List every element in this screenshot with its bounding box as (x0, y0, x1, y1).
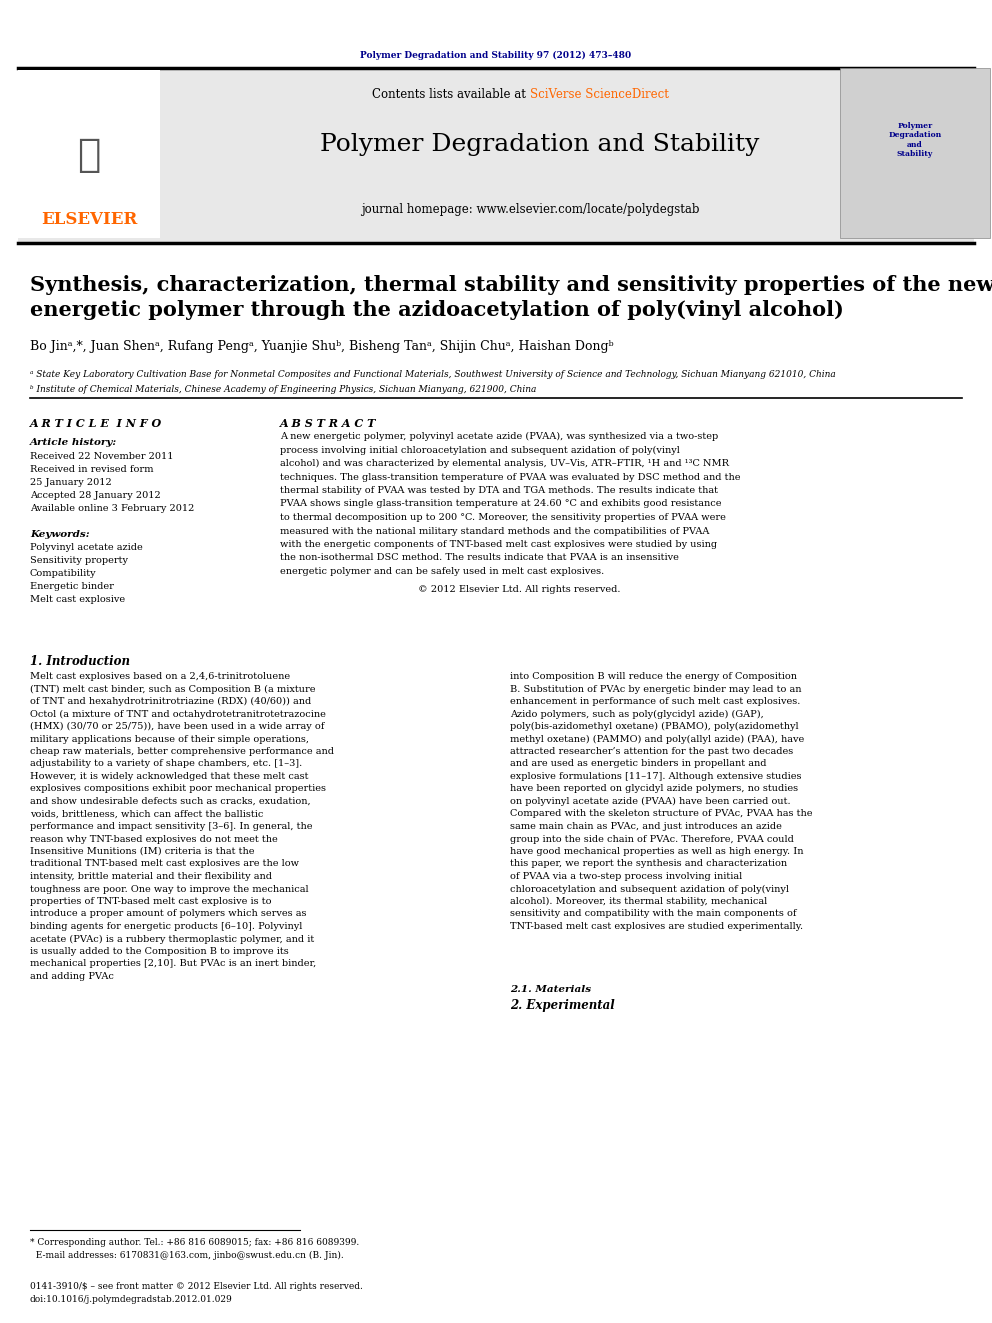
Text: is usually added to the Composition B to improve its: is usually added to the Composition B to… (30, 947, 289, 957)
FancyBboxPatch shape (18, 67, 974, 243)
Text: ELSEVIER: ELSEVIER (41, 212, 137, 229)
Text: traditional TNT-based melt cast explosives are the low: traditional TNT-based melt cast explosiv… (30, 860, 299, 868)
Text: Article history:: Article history: (30, 438, 117, 447)
Text: military applications because of their simple operations,: military applications because of their s… (30, 734, 309, 744)
Text: binding agents for energetic products [6–10]. Polyvinyl: binding agents for energetic products [6… (30, 922, 303, 931)
Text: 1. Introduction: 1. Introduction (30, 655, 130, 668)
Text: Keywords:: Keywords: (30, 531, 89, 538)
Text: and adding PVAc: and adding PVAc (30, 972, 114, 980)
Text: Polyvinyl acetate azide: Polyvinyl acetate azide (30, 542, 143, 552)
Text: A new energetic polymer, polyvinyl acetate azide (PVAA), was synthesized via a t: A new energetic polymer, polyvinyl aceta… (280, 433, 718, 441)
Text: toughness are poor. One way to improve the mechanical: toughness are poor. One way to improve t… (30, 885, 309, 893)
Text: acetate (PVAc) is a rubbery thermoplastic polymer, and it: acetate (PVAc) is a rubbery thermoplasti… (30, 934, 314, 943)
Text: 2.1. Materials: 2.1. Materials (510, 984, 591, 994)
Text: of TNT and hexahydrotrinitrotriazine (RDX) (40/60)) and: of TNT and hexahydrotrinitrotriazine (RD… (30, 697, 311, 706)
Text: 0141-3910/$ – see front matter © 2012 Elsevier Ltd. All rights reserved.: 0141-3910/$ – see front matter © 2012 El… (30, 1282, 363, 1291)
Text: attracted researcher’s attention for the past two decades: attracted researcher’s attention for the… (510, 747, 794, 755)
Text: journal homepage: www.elsevier.com/locate/polydegstab: journal homepage: www.elsevier.com/locat… (361, 204, 699, 217)
Text: Available online 3 February 2012: Available online 3 February 2012 (30, 504, 194, 513)
Text: Melt cast explosive: Melt cast explosive (30, 595, 125, 605)
Text: Compatibility: Compatibility (30, 569, 96, 578)
FancyBboxPatch shape (840, 67, 990, 238)
Text: Sensitivity property: Sensitivity property (30, 556, 128, 565)
Text: properties of TNT-based melt cast explosive is to: properties of TNT-based melt cast explos… (30, 897, 272, 906)
Text: with the energetic components of TNT-based melt cast explosives were studied by : with the energetic components of TNT-bas… (280, 540, 717, 549)
Text: Polymer Degradation and Stability: Polymer Degradation and Stability (320, 134, 760, 156)
Text: introduce a proper amount of polymers which serves as: introduce a proper amount of polymers wh… (30, 909, 307, 918)
Text: E-mail addresses: 6170831@163.com, jinbo@swust.edu.cn (B. Jin).: E-mail addresses: 6170831@163.com, jinbo… (30, 1252, 344, 1259)
Text: © 2012 Elsevier Ltd. All rights reserved.: © 2012 Elsevier Ltd. All rights reserved… (419, 586, 621, 594)
Text: cheap raw materials, better comprehensive performance and: cheap raw materials, better comprehensiv… (30, 747, 334, 755)
Text: (TNT) melt cast binder, such as Composition B (a mixture: (TNT) melt cast binder, such as Composit… (30, 684, 315, 693)
Text: intensity, brittle material and their flexibility and: intensity, brittle material and their fl… (30, 872, 272, 881)
Text: ᵇ Institute of Chemical Materials, Chinese Academy of Engineering Physics, Sichu: ᵇ Institute of Chemical Materials, Chine… (30, 385, 537, 394)
Text: Received in revised form: Received in revised form (30, 464, 154, 474)
Text: Polymer Degradation and Stability 97 (2012) 473–480: Polymer Degradation and Stability 97 (20… (360, 50, 632, 60)
Text: and are used as energetic binders in propellant and: and are used as energetic binders in pro… (510, 759, 767, 769)
Text: TNT-based melt cast explosives are studied experimentally.: TNT-based melt cast explosives are studi… (510, 922, 804, 931)
Text: doi:10.1016/j.polymdegradstab.2012.01.029: doi:10.1016/j.polymdegradstab.2012.01.02… (30, 1295, 233, 1304)
Text: techniques. The glass-transition temperature of PVAA was evaluated by DSC method: techniques. The glass-transition tempera… (280, 472, 740, 482)
Text: Compared with the skeleton structure of PVAc, PVAA has the: Compared with the skeleton structure of … (510, 810, 812, 819)
FancyBboxPatch shape (18, 70, 160, 238)
Text: Received 22 November 2011: Received 22 November 2011 (30, 452, 174, 460)
Text: process involving initial chloroacetylation and subsequent azidation of poly(vin: process involving initial chloroacetylat… (280, 446, 680, 455)
Text: explosives compositions exhibit poor mechanical properties: explosives compositions exhibit poor mec… (30, 785, 326, 794)
Text: the non-isothermal DSC method. The results indicate that PVAA is an insensitive: the non-isothermal DSC method. The resul… (280, 553, 679, 562)
Text: have good mechanical properties as well as high energy. In: have good mechanical properties as well … (510, 847, 804, 856)
Text: on polyvinyl acetate azide (PVAA) have been carried out.: on polyvinyl acetate azide (PVAA) have b… (510, 796, 791, 806)
Text: same main chain as PVAc, and just introduces an azide: same main chain as PVAc, and just introd… (510, 822, 782, 831)
Text: B. Substitution of PVAc by energetic binder may lead to an: B. Substitution of PVAc by energetic bin… (510, 684, 802, 693)
Text: chloroacetylation and subsequent azidation of poly(vinyl: chloroacetylation and subsequent azidati… (510, 885, 789, 893)
Text: into Composition B will reduce the energy of Composition: into Composition B will reduce the energ… (510, 672, 797, 681)
Text: 🌳: 🌳 (77, 136, 100, 175)
Text: Polymer
Degradation
and
Stability: Polymer Degradation and Stability (889, 122, 941, 157)
Text: group into the side chain of PVAc. Therefore, PVAA could: group into the side chain of PVAc. There… (510, 835, 794, 844)
Text: alcohol). Moreover, its thermal stability, mechanical: alcohol). Moreover, its thermal stabilit… (510, 897, 767, 906)
Text: explosive formulations [11–17]. Although extensive studies: explosive formulations [11–17]. Although… (510, 773, 802, 781)
Text: * Corresponding author. Tel.: +86 816 6089015; fax: +86 816 6089399.: * Corresponding author. Tel.: +86 816 60… (30, 1238, 359, 1248)
Text: Accepted 28 January 2012: Accepted 28 January 2012 (30, 491, 161, 500)
Text: energetic polymer and can be safely used in melt cast explosives.: energetic polymer and can be safely used… (280, 568, 604, 576)
Text: methyl oxetane) (PAMMO) and poly(allyl azide) (PAA), have: methyl oxetane) (PAMMO) and poly(allyl a… (510, 734, 805, 744)
Text: 2. Experimental: 2. Experimental (510, 999, 615, 1012)
Text: enhancement in performance of such melt cast explosives.: enhancement in performance of such melt … (510, 697, 801, 706)
Text: measured with the national military standard methods and the compatibilities of : measured with the national military stan… (280, 527, 709, 536)
Text: Melt cast explosives based on a 2,4,6-trinitrotoluene: Melt cast explosives based on a 2,4,6-tr… (30, 672, 290, 681)
Text: this paper, we report the synthesis and characterization: this paper, we report the synthesis and … (510, 860, 787, 868)
Text: thermal stability of PVAA was tested by DTA and TGA methods. The results indicat: thermal stability of PVAA was tested by … (280, 486, 718, 495)
Text: Contents lists available at: Contents lists available at (372, 89, 530, 102)
Text: SciVerse ScienceDirect: SciVerse ScienceDirect (530, 89, 669, 102)
Text: Synthesis, characterization, thermal stability and sensitivity properties of the: Synthesis, characterization, thermal sta… (30, 275, 992, 295)
Text: Octol (a mixture of TNT and octahydrotetranitrotetrazocine: Octol (a mixture of TNT and octahydrotet… (30, 709, 326, 718)
Text: energetic polymer through the azidoacetylation of poly(vinyl alcohol): energetic polymer through the azidoacety… (30, 300, 844, 320)
Text: A R T I C L E  I N F O: A R T I C L E I N F O (30, 418, 163, 429)
Text: reason why TNT-based explosives do not meet the: reason why TNT-based explosives do not m… (30, 835, 278, 844)
Text: and show undesirable defects such as cracks, exudation,: and show undesirable defects such as cra… (30, 796, 310, 806)
Text: voids, brittleness, which can affect the ballistic: voids, brittleness, which can affect the… (30, 810, 263, 819)
Text: PVAA shows single glass-transition temperature at 24.60 °C and exhibits good res: PVAA shows single glass-transition tempe… (280, 500, 721, 508)
Text: Bo Jinᵃ,*, Juan Shenᵃ, Rufang Pengᵃ, Yuanjie Shuᵇ, Bisheng Tanᵃ, Shijin Chuᵃ, Ha: Bo Jinᵃ,*, Juan Shenᵃ, Rufang Pengᵃ, Yua… (30, 340, 614, 353)
Text: However, it is widely acknowledged that these melt cast: However, it is widely acknowledged that … (30, 773, 309, 781)
Text: A B S T R A C T: A B S T R A C T (280, 418, 376, 429)
Text: of PVAA via a two-step process involving initial: of PVAA via a two-step process involving… (510, 872, 742, 881)
Text: adjustability to a variety of shape chambers, etc. [1–3].: adjustability to a variety of shape cham… (30, 759, 303, 769)
Text: Energetic binder: Energetic binder (30, 582, 114, 591)
Text: performance and impact sensitivity [3–6]. In general, the: performance and impact sensitivity [3–6]… (30, 822, 312, 831)
Text: ᵃ State Key Laboratory Cultivation Base for Nonmetal Composites and Functional M: ᵃ State Key Laboratory Cultivation Base … (30, 370, 835, 378)
Text: poly(bis-azidomethyl oxetane) (PBAMO), poly(azidomethyl: poly(bis-azidomethyl oxetane) (PBAMO), p… (510, 722, 799, 732)
Text: mechanical properties [2,10]. But PVAc is an inert binder,: mechanical properties [2,10]. But PVAc i… (30, 959, 316, 968)
Text: to thermal decomposition up to 200 °C. Moreover, the sensitivity properties of P: to thermal decomposition up to 200 °C. M… (280, 513, 726, 523)
Text: 25 January 2012: 25 January 2012 (30, 478, 112, 487)
Text: Insensitive Munitions (IM) criteria is that the: Insensitive Munitions (IM) criteria is t… (30, 847, 255, 856)
Text: Azido polymers, such as poly(glycidyl azide) (GAP),: Azido polymers, such as poly(glycidyl az… (510, 709, 764, 718)
Text: have been reported on glycidyl azide polymers, no studies: have been reported on glycidyl azide pol… (510, 785, 799, 794)
Text: sensitivity and compatibility with the main components of: sensitivity and compatibility with the m… (510, 909, 797, 918)
Text: (HMX) (30/70 or 25/75)), have been used in a wide array of: (HMX) (30/70 or 25/75)), have been used … (30, 722, 324, 732)
Text: alcohol) and was characterized by elemental analysis, UV–Vis, ATR–FTIR, ¹H and ¹: alcohol) and was characterized by elemen… (280, 459, 729, 468)
